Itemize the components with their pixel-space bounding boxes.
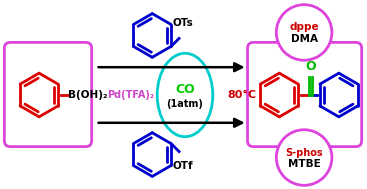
Ellipse shape bbox=[157, 53, 213, 137]
Text: CO: CO bbox=[175, 83, 195, 96]
Text: MTBE: MTBE bbox=[288, 160, 320, 170]
Text: OTs: OTs bbox=[172, 18, 193, 28]
Text: B(OH)₂: B(OH)₂ bbox=[68, 90, 108, 100]
Text: OTf: OTf bbox=[172, 161, 193, 171]
Text: DMA: DMA bbox=[291, 34, 317, 44]
Text: dppe: dppe bbox=[289, 22, 319, 33]
Circle shape bbox=[276, 130, 332, 185]
Text: (1atm): (1atm) bbox=[167, 99, 203, 109]
FancyBboxPatch shape bbox=[247, 42, 362, 147]
Circle shape bbox=[276, 5, 332, 60]
Text: S-phos: S-phos bbox=[285, 148, 323, 158]
FancyBboxPatch shape bbox=[4, 42, 92, 147]
Text: Pd(TFA)₂: Pd(TFA)₂ bbox=[107, 90, 154, 100]
Text: O: O bbox=[305, 60, 316, 73]
Text: 80°C: 80°C bbox=[228, 90, 257, 100]
